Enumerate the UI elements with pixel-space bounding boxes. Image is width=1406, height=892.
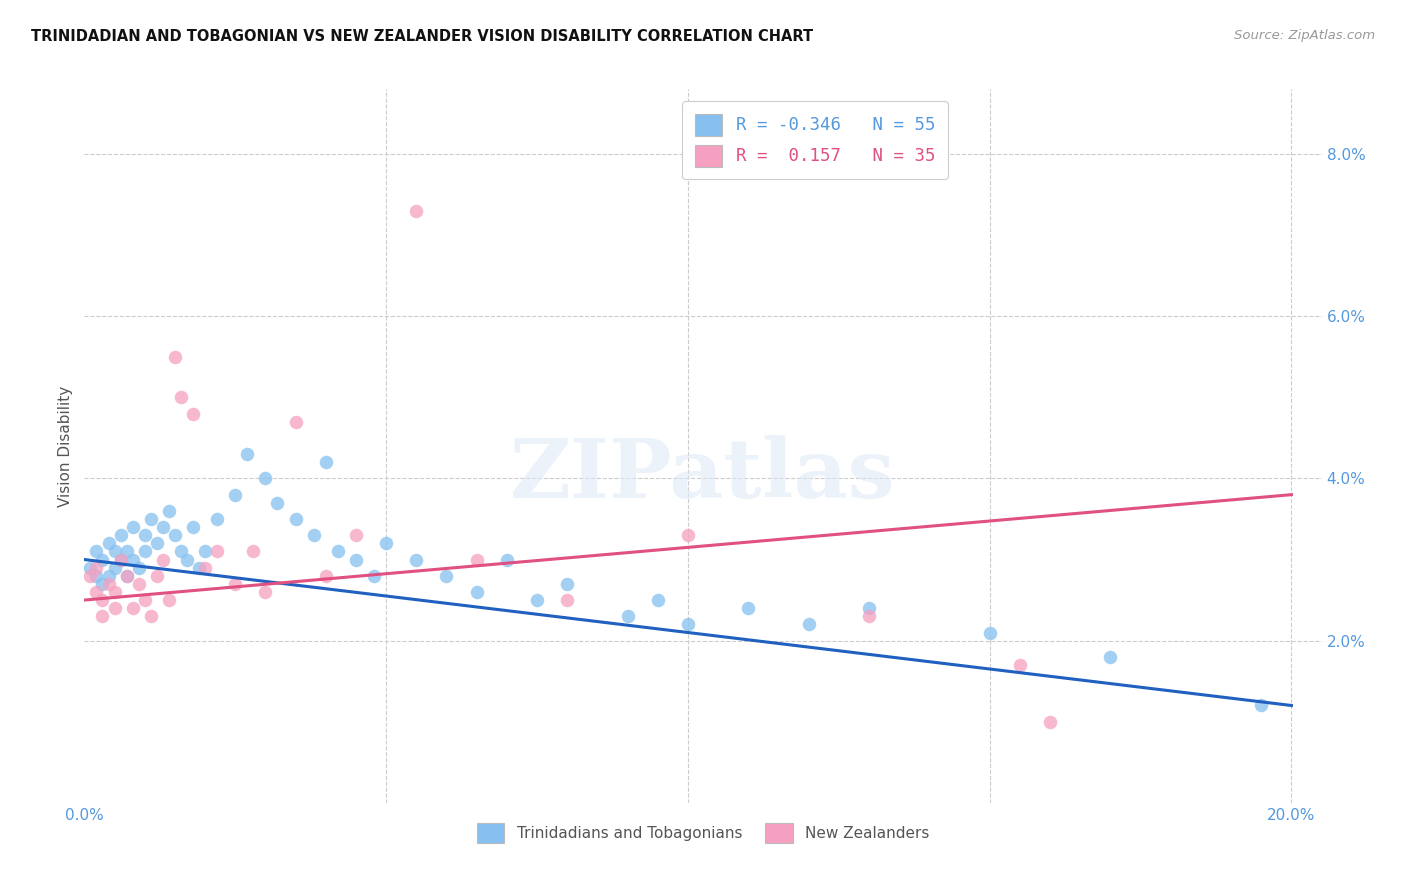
Point xyxy=(302,528,325,542)
Point xyxy=(224,488,246,502)
Point xyxy=(134,593,156,607)
Point xyxy=(405,552,427,566)
Point xyxy=(858,609,880,624)
Text: TRINIDADIAN AND TOBAGONIAN VS NEW ZEALANDER VISION DISABILITY CORRELATION CHART: TRINIDADIAN AND TOBAGONIAN VS NEW ZEALAN… xyxy=(31,29,813,45)
Point xyxy=(170,390,193,404)
Legend: Trinidadians and Tobagonians, New Zealanders: Trinidadians and Tobagonians, New Zealan… xyxy=(471,817,935,848)
Point xyxy=(79,560,101,574)
Point xyxy=(363,568,385,582)
Point xyxy=(181,407,204,421)
Point xyxy=(737,601,759,615)
Point xyxy=(676,617,699,632)
Point xyxy=(194,560,217,574)
Point xyxy=(465,552,488,566)
Point xyxy=(647,593,669,607)
Point xyxy=(1039,714,1062,729)
Point xyxy=(979,625,1001,640)
Point xyxy=(157,593,180,607)
Point xyxy=(315,455,337,469)
Point xyxy=(115,544,138,558)
Point xyxy=(121,601,143,615)
Point xyxy=(205,544,228,558)
Point xyxy=(110,528,132,542)
Point xyxy=(139,609,162,624)
Point xyxy=(97,577,120,591)
Point xyxy=(103,544,125,558)
Point xyxy=(405,203,427,218)
Point xyxy=(163,350,186,364)
Text: Source: ZipAtlas.com: Source: ZipAtlas.com xyxy=(1234,29,1375,43)
Point xyxy=(134,528,156,542)
Point xyxy=(465,585,488,599)
Point xyxy=(128,560,150,574)
Point xyxy=(205,512,228,526)
Point xyxy=(110,552,132,566)
Point xyxy=(194,544,217,558)
Point xyxy=(86,585,108,599)
Point xyxy=(676,528,699,542)
Point xyxy=(110,552,132,566)
Point xyxy=(152,520,174,534)
Point xyxy=(344,528,367,542)
Point xyxy=(121,552,143,566)
Point xyxy=(284,415,307,429)
Point xyxy=(86,560,108,574)
Point xyxy=(79,568,101,582)
Point xyxy=(555,577,578,591)
Point xyxy=(163,528,186,542)
Point xyxy=(1099,649,1122,664)
Point xyxy=(188,560,211,574)
Point xyxy=(134,544,156,558)
Point xyxy=(344,552,367,566)
Point xyxy=(91,552,114,566)
Point xyxy=(284,512,307,526)
Point xyxy=(121,520,143,534)
Point xyxy=(97,536,120,550)
Point xyxy=(526,593,548,607)
Point xyxy=(103,560,125,574)
Point xyxy=(91,609,114,624)
Point xyxy=(266,496,288,510)
Point xyxy=(254,585,277,599)
Point xyxy=(157,504,180,518)
Point xyxy=(115,568,138,582)
Point xyxy=(242,544,264,558)
Point xyxy=(103,601,125,615)
Point xyxy=(86,544,108,558)
Point xyxy=(176,552,198,566)
Point xyxy=(495,552,517,566)
Point xyxy=(115,568,138,582)
Point xyxy=(139,512,162,526)
Point xyxy=(555,593,578,607)
Point xyxy=(797,617,820,632)
Point xyxy=(224,577,246,591)
Point xyxy=(858,601,880,615)
Point xyxy=(86,568,108,582)
Point xyxy=(436,568,458,582)
Point xyxy=(91,593,114,607)
Y-axis label: Vision Disability: Vision Disability xyxy=(58,385,73,507)
Point xyxy=(103,585,125,599)
Point xyxy=(1008,657,1031,672)
Point xyxy=(616,609,638,624)
Point xyxy=(326,544,349,558)
Point xyxy=(1250,698,1272,713)
Point xyxy=(236,447,259,461)
Point xyxy=(146,568,169,582)
Point xyxy=(97,568,120,582)
Point xyxy=(375,536,398,550)
Point xyxy=(170,544,193,558)
Point xyxy=(152,552,174,566)
Point xyxy=(254,471,277,485)
Point xyxy=(146,536,169,550)
Point xyxy=(91,577,114,591)
Point xyxy=(181,520,204,534)
Text: ZIPatlas: ZIPatlas xyxy=(510,434,896,515)
Point xyxy=(128,577,150,591)
Point xyxy=(315,568,337,582)
